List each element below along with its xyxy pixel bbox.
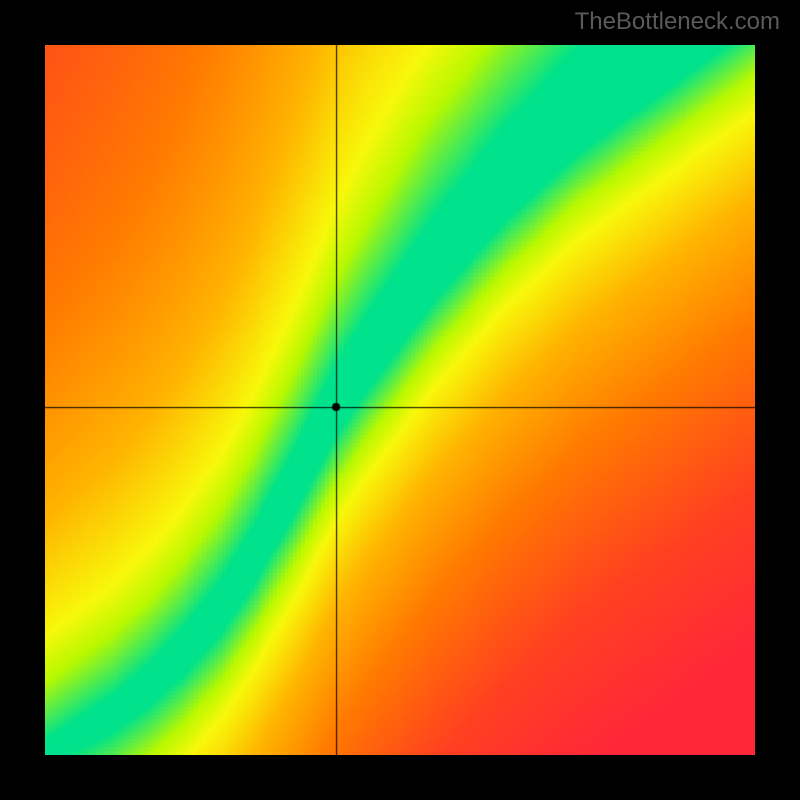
chart-container: TheBottleneck.com <box>0 0 800 800</box>
heatmap-canvas <box>45 45 755 755</box>
heatmap-plot <box>45 45 755 755</box>
watermark-text: TheBottleneck.com <box>575 8 780 36</box>
